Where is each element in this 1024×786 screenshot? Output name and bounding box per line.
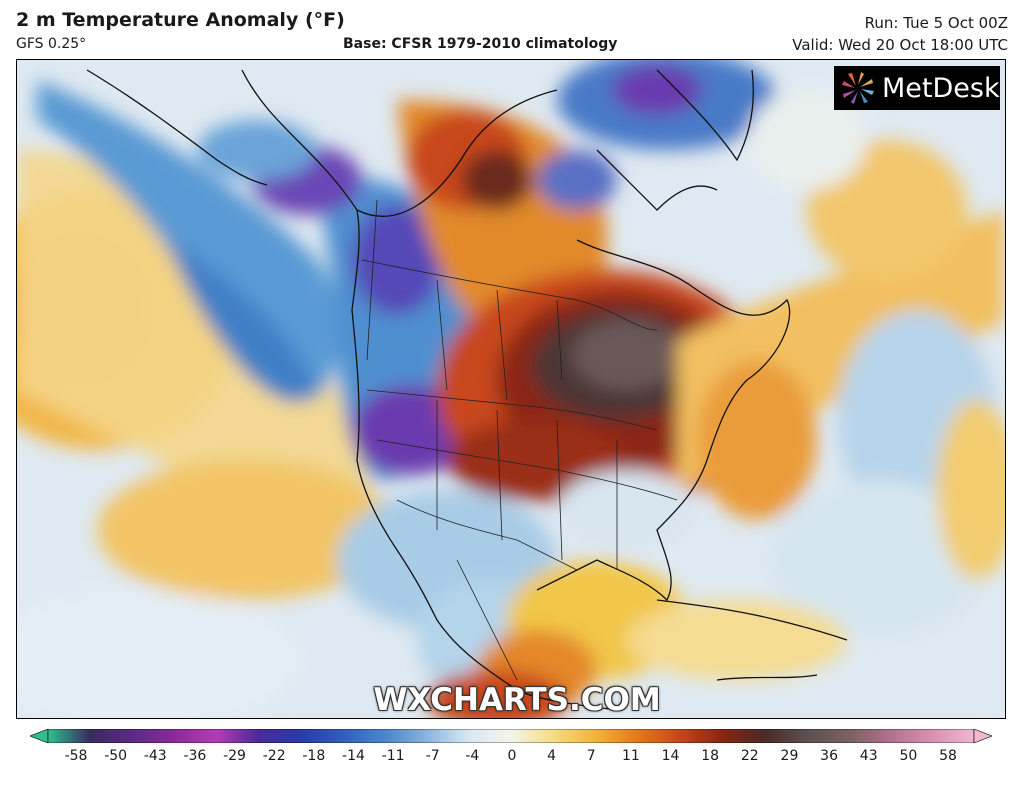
colorbar-tick-label: -14 [342,748,365,764]
colorbar-tick-label: 11 [621,748,640,764]
colorbar-tick-label: 36 [820,748,838,764]
colorbar-gradient [30,729,992,743]
metdesk-logo-text: MetDesk [882,72,1000,104]
colorbar-tick-label: 4 [547,748,557,764]
colorbar [30,729,992,743]
colorbar-tick-label: -22 [262,748,286,764]
anomaly-map: MetDesk WXCHARTS.COM [16,59,1006,719]
colorbar-ticks: -58 -50 -43 -36 -29 -22 -18 -14 -11 -7 -4 0 4 7 11 14 18… [0,748,1024,768]
colorbar-arrow-right [973,729,992,743]
colorbar-tick-label: 58 [939,748,957,764]
colorbar-tick-label: 22 [740,748,759,764]
colorbar-tick-label: -36 [183,748,207,764]
coastlines [86,69,848,711]
colorbar-tick-label: -50 [104,748,128,764]
borders [361,199,678,681]
colorbar-tick-label: 0 [507,748,517,764]
colorbar-tick-label: -7 [425,748,440,764]
chart-title: 2 m Temperature Anomaly (°F) [16,9,345,31]
metdesk-star-icon [842,72,874,104]
map-canvas [17,60,1005,718]
model-label: GFS 0.25° [16,36,87,52]
wxcharts-watermark: WXCHARTS.COM [373,682,661,718]
colorbar-tick-label: -43 [143,748,167,764]
colorbar-tick-label: 43 [859,748,878,764]
anomaly-field [17,60,1005,718]
colorbar-tick-label: -29 [223,748,246,764]
metdesk-logo: MetDesk [834,66,1000,110]
colorbar-tick-label: -58 [64,748,88,764]
colorbar-tick-label: 29 [780,748,799,764]
colorbar-body [47,729,975,743]
colorbar-tick-label: 50 [899,748,918,764]
colorbar-tick-label: -11 [381,748,405,764]
colorbar-tick-label: 18 [701,748,720,764]
run-time-label: Run: Tue 5 Oct 00Z [864,14,1008,32]
colorbar-tick-label: -18 [302,748,326,764]
base-climatology-label: Base: CFSR 1979-2010 climatology [343,36,618,52]
valid-time-label: Valid: Wed 20 Oct 18:00 UTC [792,36,1008,54]
colorbar-tick-label: -4 [465,748,480,764]
colorbar-arrow-left [30,729,49,743]
colorbar-tick-label: 7 [586,748,596,764]
colorbar-tick-label: 14 [661,748,680,764]
